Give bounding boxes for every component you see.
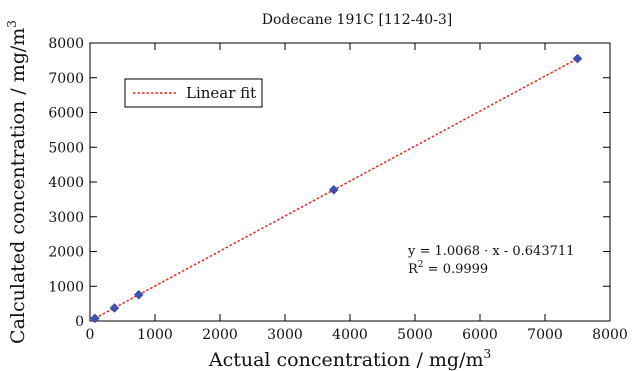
y-tick-label: 1000 xyxy=(48,279,84,295)
legend-label-linear-fit: Linear fit xyxy=(186,84,256,102)
x-tick-label: 7000 xyxy=(527,327,563,343)
x-axis-ticks: 0 1000 2000 3000 4000 5000 6000 7000 8000 xyxy=(86,43,628,343)
y-axis-title: Calculated concentration / mg/m3 xyxy=(5,20,29,344)
fit-equation: y = 1.0068 · x - 0.643711 xyxy=(407,244,574,259)
data-point xyxy=(109,303,120,313)
x-axis-title-superscript: 3 xyxy=(484,347,492,361)
x-tick-label: 5000 xyxy=(397,327,433,343)
y-tick-label: 3000 xyxy=(48,210,84,226)
fit-annotation: y = 1.0068 · x - 0.643711 R2 = 0.9999 xyxy=(407,244,574,277)
y-axis-ticks: 0 1000 2000 3000 4000 5000 6000 7000 8000 xyxy=(48,36,610,330)
x-tick-label: 6000 xyxy=(462,327,498,343)
data-point xyxy=(328,184,339,195)
y-tick-label: 5000 xyxy=(48,140,84,156)
r2-prefix: R xyxy=(408,262,419,277)
plot-marks xyxy=(90,53,583,324)
data-point xyxy=(572,53,583,64)
x-axis-title-text: Actual concentration / mg/m xyxy=(208,349,484,371)
y-axis-title-superscript: 3 xyxy=(5,20,19,28)
legend: Linear fit xyxy=(124,78,263,108)
x-tick-label: 2000 xyxy=(202,327,238,343)
x-tick-label: 3000 xyxy=(267,327,303,343)
y-tick-label: 0 xyxy=(75,314,84,330)
y-tick-label: 4000 xyxy=(48,175,84,191)
x-tick-label: 0 xyxy=(86,327,95,343)
fit-r-squared: R2 = 0.9999 xyxy=(408,260,488,277)
y-tick-label: 7000 xyxy=(48,71,84,87)
x-tick-label: 4000 xyxy=(332,327,368,343)
r2-superscript: 2 xyxy=(418,260,424,270)
x-tick-label: 1000 xyxy=(137,327,173,343)
x-tick-label: 8000 xyxy=(592,327,628,343)
y-axis-title-text: Calculated concentration / mg/m xyxy=(7,28,29,344)
y-tick-label: 8000 xyxy=(48,36,84,52)
r2-value: = 0.9999 xyxy=(424,262,489,277)
y-tick-label: 6000 xyxy=(48,106,84,122)
x-axis-title: Actual concentration / mg/m3 xyxy=(208,347,491,371)
y-tick-label: 2000 xyxy=(48,245,84,261)
data-point xyxy=(133,289,144,300)
chart-title: Dodecane 191C [112-40-3] xyxy=(262,12,453,28)
data-point xyxy=(90,313,100,324)
linear-fit-line xyxy=(94,57,578,320)
